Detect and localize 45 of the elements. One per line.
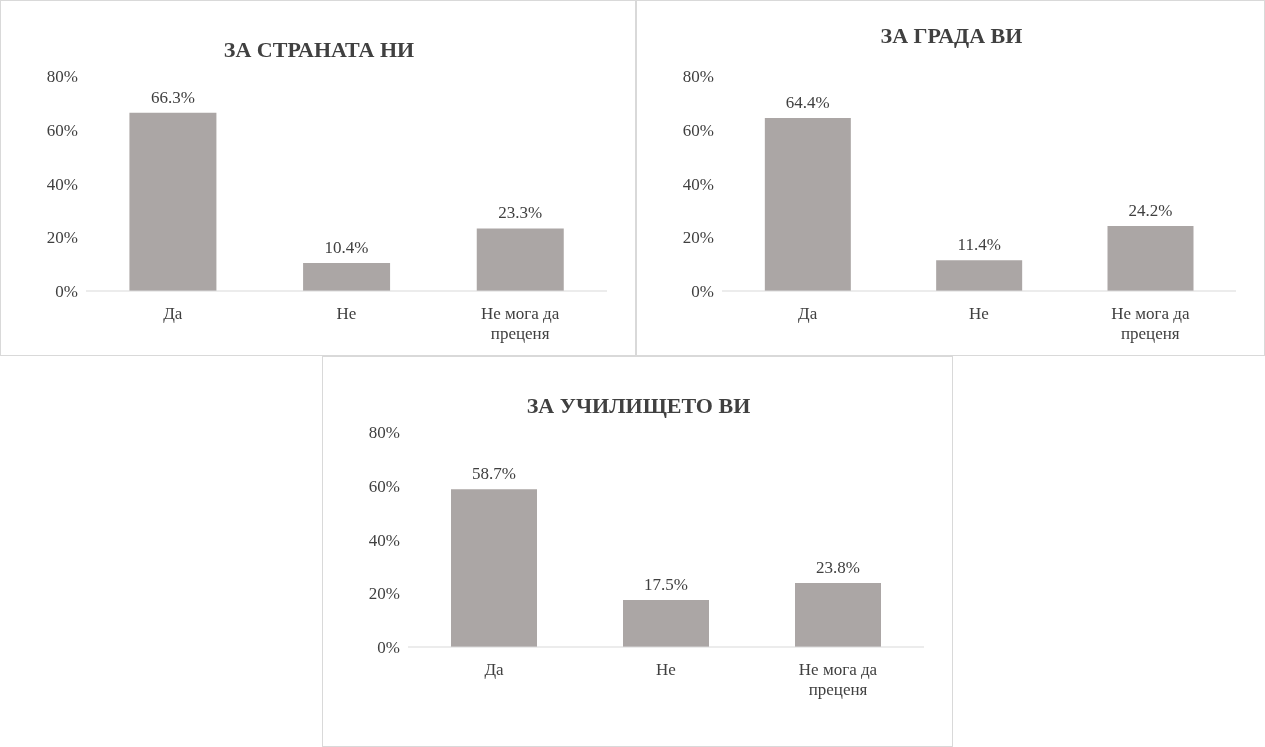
y-tick-label: 80% [368,423,400,443]
bar [451,489,537,647]
y-tick-label: 20% [368,584,400,604]
data-label: 23.3% [498,203,543,223]
y-tick-label: 60% [682,120,714,140]
y-tick-label: 80% [682,67,714,87]
x-tick-label: Да [484,660,505,679]
x-tick-label: Не [336,304,357,323]
y-tick-label: 60% [46,120,78,140]
bar [936,260,1023,291]
y-tick-label: 40% [682,174,714,194]
data-label: 66.3% [150,87,195,107]
x-tick-label: Да [163,304,183,323]
data-label: 23.8% [816,558,860,578]
y-tick-label: 60% [368,476,400,496]
y-tick-label: 20% [682,228,714,248]
y-tick-label: 0% [55,282,78,302]
bar [476,228,564,291]
bar [1107,225,1194,291]
x-tick-label: Не мога да преценя [798,660,878,699]
y-tick-label: 0% [377,638,400,658]
y-tick-label: 40% [368,530,400,550]
bar [623,599,709,647]
y-tick-label: 80% [46,67,78,87]
x-tick-label: Не мога да преценя [1111,304,1190,343]
data-label: 17.5% [644,574,688,594]
y-tick-label: 0% [691,282,714,302]
chart-title: ЗА СТРАНАТА НИ [222,37,416,63]
x-tick-label: Не [969,304,989,323]
y-tick-label: 20% [46,228,78,248]
x-tick-label: Да [798,304,818,323]
bar [129,112,217,291]
data-label: 10.4% [324,238,369,258]
data-label: 11.4% [957,235,1001,255]
x-tick-label: Не мога да преценя [481,304,560,343]
chart-title: ЗА УЧИЛИЩЕТО ВИ [525,393,752,419]
bar [303,263,391,291]
data-label: 58.7% [472,464,516,484]
x-tick-label: Не [656,660,676,679]
bar [795,583,881,647]
data-label: 64.4% [785,92,830,112]
data-label: 24.2% [1128,200,1173,220]
y-tick-label: 40% [46,174,78,194]
chart-title: ЗА ГРАДА ВИ [879,23,1024,49]
bar [764,117,851,291]
